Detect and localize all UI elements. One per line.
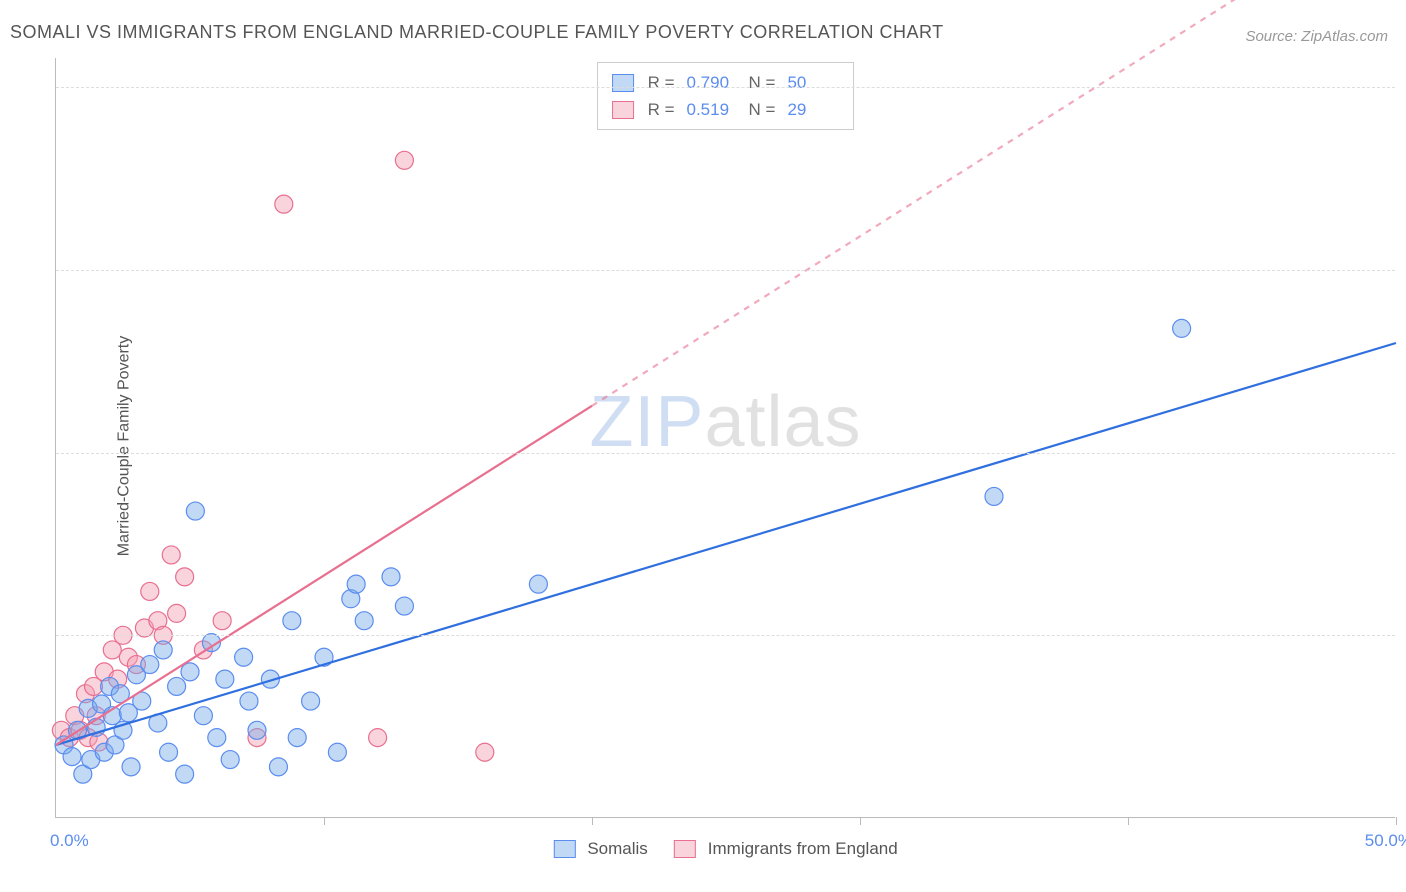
gridline-horizontal xyxy=(56,453,1395,454)
datapoint-somalis xyxy=(985,487,1003,505)
legend-label-somalis: Somalis xyxy=(587,839,647,859)
trendline-england-solid xyxy=(56,406,592,745)
series-legend: Somalis Immigrants from England xyxy=(553,839,897,859)
datapoint-england xyxy=(162,546,180,564)
datapoint-somalis xyxy=(176,765,194,783)
chart-source: Source: ZipAtlas.com xyxy=(1245,28,1388,45)
chart-container: SOMALI VS IMMIGRANTS FROM ENGLAND MARRIE… xyxy=(0,0,1406,892)
datapoint-somalis xyxy=(248,721,266,739)
x-tick xyxy=(592,817,593,825)
datapoint-somalis xyxy=(347,575,365,593)
datapoint-somalis xyxy=(283,612,301,630)
x-tick-label: 50.0% xyxy=(1365,831,1406,851)
datapoint-england xyxy=(395,151,413,169)
datapoint-somalis xyxy=(302,692,320,710)
datapoint-somalis xyxy=(269,758,287,776)
datapoint-england xyxy=(275,195,293,213)
datapoint-somalis xyxy=(154,641,172,659)
x-tick xyxy=(1128,817,1129,825)
x-tick xyxy=(860,817,861,825)
datapoint-somalis xyxy=(186,502,204,520)
datapoint-somalis xyxy=(221,751,239,769)
datapoint-somalis xyxy=(395,597,413,615)
datapoint-somalis xyxy=(181,663,199,681)
legend-item-somalis: Somalis xyxy=(553,839,647,859)
datapoint-england xyxy=(176,568,194,586)
swatch-england xyxy=(674,840,696,858)
datapoint-somalis xyxy=(235,648,253,666)
gridline-horizontal xyxy=(56,635,1395,636)
plot-area: ZIPatlas R = 0.790 N = 50 R = 0.519 N = … xyxy=(55,58,1395,818)
trendline-somalis xyxy=(56,343,1396,745)
datapoint-somalis xyxy=(328,743,346,761)
datapoint-somalis xyxy=(382,568,400,586)
datapoint-somalis xyxy=(141,656,159,674)
datapoint-somalis xyxy=(63,748,81,766)
datapoint-somalis xyxy=(529,575,547,593)
chart-title: SOMALI VS IMMIGRANTS FROM ENGLAND MARRIE… xyxy=(10,22,944,43)
legend-item-england: Immigrants from England xyxy=(674,839,898,859)
datapoint-somalis xyxy=(168,677,186,695)
datapoint-somalis xyxy=(208,729,226,747)
x-tick xyxy=(324,817,325,825)
legend-label-england: Immigrants from England xyxy=(708,839,898,859)
gridline-horizontal xyxy=(56,270,1395,271)
datapoint-somalis xyxy=(240,692,258,710)
datapoint-england xyxy=(369,729,387,747)
swatch-somalis xyxy=(553,840,575,858)
datapoint-somalis xyxy=(122,758,140,776)
datapoint-england xyxy=(213,612,231,630)
trendline-england-dashed xyxy=(592,0,1396,406)
datapoint-somalis xyxy=(194,707,212,725)
datapoint-england xyxy=(168,604,186,622)
scatter-svg xyxy=(56,58,1395,817)
datapoint-somalis xyxy=(355,612,373,630)
x-tick xyxy=(1396,817,1397,825)
datapoint-england xyxy=(476,743,494,761)
datapoint-somalis xyxy=(216,670,234,688)
datapoint-somalis xyxy=(1173,319,1191,337)
x-tick-label: 0.0% xyxy=(50,831,89,851)
datapoint-england xyxy=(141,582,159,600)
datapoint-somalis xyxy=(288,729,306,747)
gridline-horizontal xyxy=(56,87,1395,88)
datapoint-somalis xyxy=(160,743,178,761)
